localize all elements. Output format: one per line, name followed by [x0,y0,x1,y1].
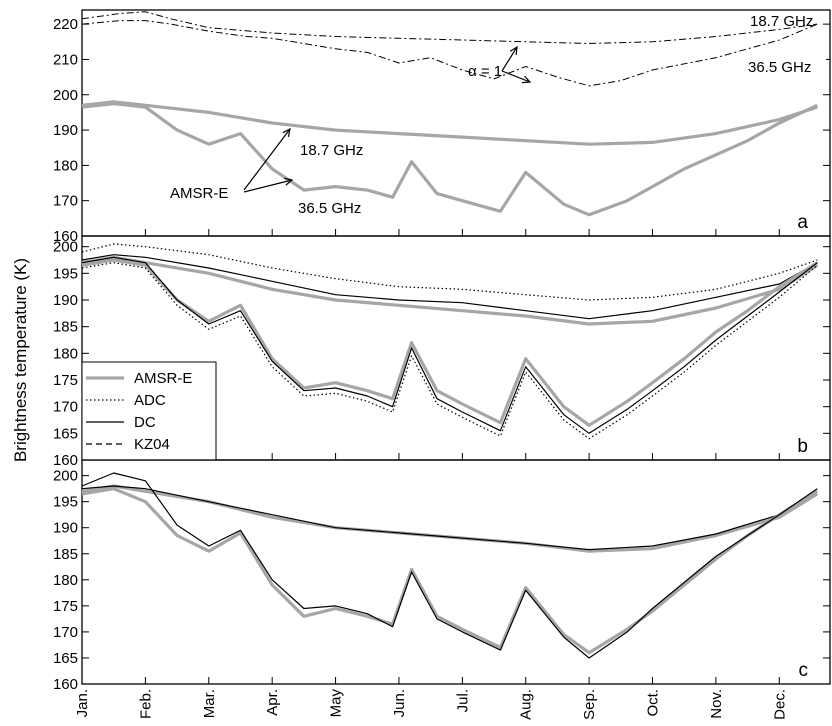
annotation-text: 18.7 GHz [750,13,813,30]
series-line-adc-1 [81,243,818,301]
y-tick-label: 165 [53,650,78,667]
annotation-text: 36.5 GHz [298,200,361,217]
x-tick-label: Sep. [581,689,598,720]
y-tick-label: 160 [53,228,78,245]
y-tick-label: 195 [53,265,78,282]
series-line-amsr-e-2 [81,100,818,146]
y-tick-label: 190 [53,292,78,309]
y-tick-label: 200 [53,468,78,485]
legend: AMSR-E ADC DC KZ04 [81,361,217,461]
annotation-text: AMSR-E [170,185,228,202]
y-tick-label: 185 [53,319,78,336]
y-tick-label: 185 [53,546,78,563]
panel-label-b: b [797,436,808,457]
y-tick-label: 165 [53,425,78,442]
x-tick-label: Nov. [708,689,725,719]
x-tick-label: Jun. [391,689,408,717]
x-tick-label: Apr. [264,689,281,716]
x-axis-month-labels: Jan. Feb. Mar. Apr. May Jun. Jul. Aug. Sep. Oct. N… [74,689,788,720]
annotation-text: α = 1 [468,63,502,80]
series-line-amsr-e-3 [81,258,819,427]
series-line-line-0 [81,11,818,44]
y-axis-label: Brightness temperature (K) [11,258,30,462]
legend-label: DC [134,414,156,431]
y-tick-label: 175 [53,598,78,615]
series-line-amsr-e-2 [81,487,819,655]
y-tick-label: 170 [53,624,78,641]
x-tick-label: Feb. [137,689,154,719]
annotation-arrowhead [284,177,294,186]
series-line-amsr-e-0 [81,255,819,326]
y-tick-label: 170 [53,193,78,210]
y-tick-label: 160 [53,452,78,469]
y-tick-label: 190 [53,520,78,537]
x-tick-label: Dec. [771,689,788,720]
y-tick-label: 160 [53,676,78,693]
y-tick-label: 190 [53,122,78,139]
annotation-arrow [243,179,293,193]
y-tick-label: 175 [53,372,78,389]
series-line-adc-4 [81,262,818,440]
annotation-arrowhead [509,45,518,56]
series-line-dc-2 [81,254,818,320]
y-tick-label: 180 [53,572,78,589]
annotation-bg [746,58,826,76]
annotation-arrowhead [282,127,291,137]
y-tick-label: 200 [53,239,78,256]
annotation-arrow [243,128,291,191]
y-tick-label: 170 [53,399,78,416]
y-tick-label: 195 [53,494,78,511]
panel-b: 160 165 170 175 180 185 190 195 200 b AMSR-E ADC DC K… [53,235,831,469]
series-line-dc-5 [81,256,818,434]
series-line-dc-1 [81,485,818,551]
y-tick-label: 220 [53,16,78,33]
panel-label-c: c [799,660,809,681]
annotation-arrow [501,70,531,83]
x-tick-label: May [328,689,345,718]
panel-a: 160 170 180 190 200 210 220 a 18.7 GHz 36.5 GHz α … [53,9,831,245]
x-tick-label: Jan. [74,689,91,717]
legend-label: KZ04 [134,436,170,453]
annotation-arrowhead [521,75,532,84]
panel-label-a: a [797,212,808,233]
y-tick-label: 210 [53,51,78,68]
series-line-line-1 [81,20,818,87]
y-tick-label: 180 [53,157,78,174]
x-tick-label: Mar. [201,689,218,718]
series-line-amsr-e-3 [81,102,818,217]
chart-panels: 160 170 180 190 200 210 220 a 18.7 GHz 36.5 GHz α … [53,9,831,693]
panel-a-frame [81,9,831,237]
legend-label: ADC [134,392,166,409]
x-tick-label: Aug. [518,689,535,720]
panel-c: 160 165 170 175 180 185 190 195 200 c [53,459,831,693]
annotation-text: 18.7 GHz [300,142,363,159]
annotation-arrow [501,46,518,72]
panel-c-frame [81,459,831,685]
y-tick-label: 180 [53,345,78,362]
x-tick-label: Jul. [454,689,471,712]
legend-label: AMSR-E [134,370,192,387]
series-line-dc-3 [81,472,818,659]
annotation-text: 36.5 GHz [748,59,811,76]
x-tick-label: Oct. [645,689,662,717]
y-tick-label: 200 [53,87,78,104]
